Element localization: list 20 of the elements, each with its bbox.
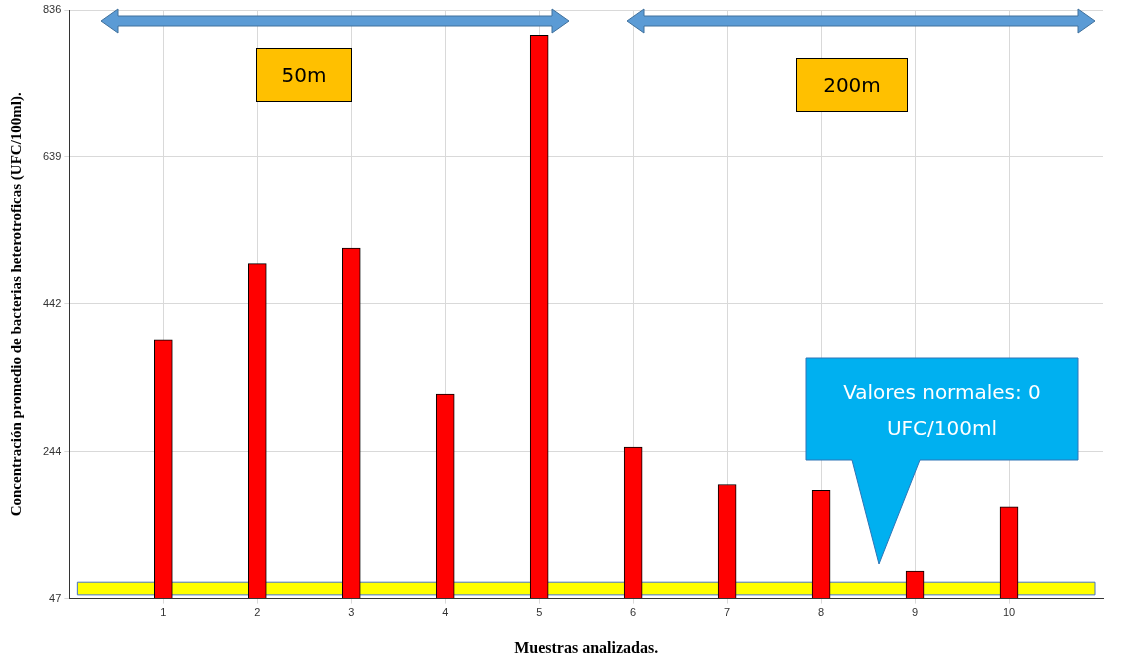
annotation: 200m [796,58,908,112]
annotation: Valores normales: 0 UFC/100ml [842,379,1042,442]
annotation: 50m [256,48,352,102]
y-tick-label: 639 [42,149,62,162]
x-tick-label: 5 [536,606,543,619]
x-tick-label: 7 [724,606,731,619]
x-tick-label: 9 [912,606,919,619]
y-tick-label: 244 [42,444,62,457]
x-tick-label: 6 [630,606,637,619]
x-axis-title: Muestras analizadas. [514,638,659,656]
y-tick-label: 47 [49,591,62,604]
y-tick-label: 836 [42,3,62,16]
x-tick-label: 2 [254,606,261,619]
x-tick-label: 8 [818,606,825,619]
y-axis-title: Concentración promedio de bacterias heterotroficas (UFC/100ml). [7,92,25,517]
y-tick-label: 442 [42,296,62,309]
x-tick-label: 10 [1002,606,1016,619]
x-tick-label: 1 [160,606,167,619]
x-tick-label: 4 [442,606,449,619]
x-tick-label: 3 [348,606,355,619]
